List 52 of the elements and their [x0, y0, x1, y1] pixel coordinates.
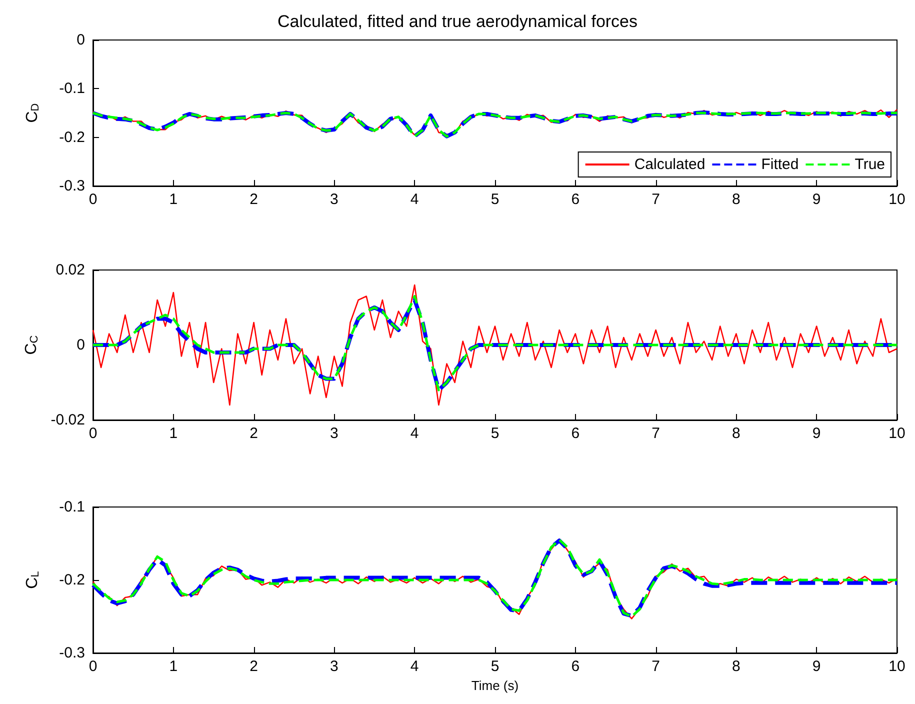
- x-tick-label: 4: [410, 191, 419, 208]
- x-tick-label: 6: [571, 191, 580, 208]
- x-tick-label: 9: [812, 191, 821, 208]
- x-tick-label: 3: [330, 191, 338, 208]
- y-tick-label: -0.2: [59, 128, 85, 146]
- y-tick-label: 0: [76, 32, 85, 48]
- x-tick-label: 2: [250, 191, 258, 208]
- x-tick-label: 0: [88, 425, 98, 442]
- legend-label: Calculated: [634, 156, 706, 173]
- x-tick-label: 9: [812, 658, 821, 675]
- y-axis-title: CD: [24, 103, 42, 123]
- y-tick-label: 0: [76, 336, 85, 354]
- y-tick-label: -0.1: [59, 498, 85, 516]
- x-tick-label: 0: [88, 191, 98, 208]
- x-tick-label: 8: [732, 425, 740, 442]
- legend-label: True: [854, 156, 886, 173]
- x-tick-label: 5: [490, 658, 500, 675]
- y-axis-title: CC: [22, 335, 40, 355]
- x-tick-label: 2: [250, 658, 258, 675]
- x-tick-label: 1: [169, 191, 178, 208]
- x-tick-label: 4: [410, 425, 419, 442]
- x-tick-label: 5: [490, 191, 500, 208]
- y-tick-label: -0.1: [59, 80, 85, 98]
- x-tick-label: 2: [250, 425, 258, 442]
- x-tick-label: 1: [169, 658, 178, 675]
- x-tick-label: 9: [812, 425, 821, 442]
- line-series: [92, 284, 898, 406]
- x-tick-label: 3: [330, 425, 338, 442]
- y-tick-label: -0.3: [59, 178, 85, 194]
- x-tick-label: 8: [732, 658, 740, 675]
- x-tick-label: 7: [652, 191, 660, 208]
- x-tick-label: 4: [410, 658, 419, 675]
- x-tick-label: 7: [652, 425, 660, 442]
- x-tick-label: 3: [330, 658, 338, 675]
- x-tick-label: 1: [169, 425, 178, 442]
- legend-label: Fitted: [761, 156, 799, 173]
- y-tick-label: -0.02: [50, 412, 85, 428]
- y-tick-label: -0.2: [59, 572, 85, 588]
- x-axis-title: Time (s): [471, 678, 519, 693]
- y-tick-label: 0.02: [56, 262, 85, 278]
- chart-title: Calculated, fitted and true aerodynamical forces: [277, 12, 638, 31]
- y-tick-label: -0.3: [59, 644, 85, 662]
- x-tick-label: 10: [888, 191, 906, 208]
- y-axis-title: CL: [24, 571, 42, 589]
- x-tick-label: 5: [490, 425, 500, 442]
- x-tick-label: 6: [571, 658, 580, 675]
- x-tick-label: 0: [88, 658, 98, 675]
- x-tick-label: 7: [652, 658, 660, 675]
- x-tick-label: 6: [571, 425, 580, 442]
- x-tick-label: 10: [888, 425, 906, 442]
- x-tick-label: 8: [732, 191, 740, 208]
- x-tick-label: 10: [888, 658, 906, 675]
